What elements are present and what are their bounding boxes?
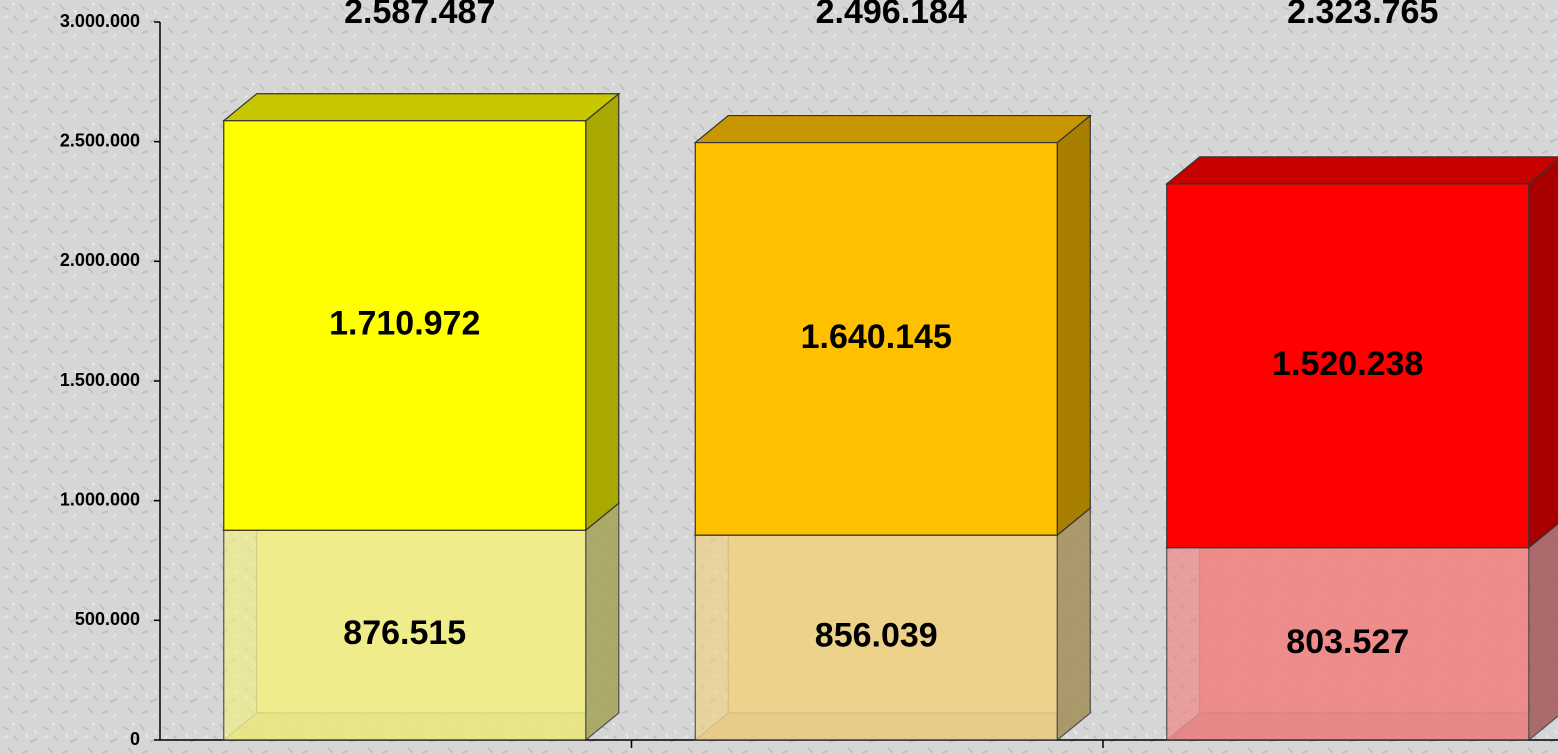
- segment-side: [585, 92, 620, 532]
- segment-front: [1166, 547, 1530, 741]
- segment-front: [223, 120, 587, 531]
- segment-front: [694, 534, 1058, 741]
- y-tick-label: 1.500.000: [60, 370, 140, 390]
- data-label: 856.039: [815, 617, 938, 655]
- y-tick-label: 2.500.000: [60, 130, 140, 150]
- data-label: 1.520.238: [1272, 345, 1423, 383]
- segment-front: [1166, 183, 1530, 549]
- segment-side: [585, 501, 620, 742]
- segment-top: [222, 93, 621, 122]
- y-tick-label: 3.000.000: [60, 11, 140, 31]
- segment-side: [1056, 114, 1091, 537]
- bar-segment: [222, 92, 621, 532]
- segment-front: [694, 141, 1058, 536]
- segment-front: [223, 529, 587, 741]
- y-tick-label: 0: [130, 729, 140, 749]
- segment-top: [693, 114, 1092, 144]
- segment-side: [1528, 159, 1558, 549]
- total-label: 2.323.765: [1287, 0, 1438, 31]
- bar-segment: [693, 114, 1092, 537]
- bar-segment: [1165, 520, 1558, 742]
- y-tick-label: 2.000.000: [60, 250, 140, 270]
- total-label: 2.587.487: [344, 0, 495, 31]
- y-tick-label: 1.000.000: [60, 489, 140, 509]
- total-label: 2.496.184: [816, 0, 967, 31]
- data-label: 876.515: [343, 614, 466, 652]
- segment-side: [1056, 506, 1091, 742]
- segment-side: [1528, 522, 1558, 742]
- segment-top: [1165, 156, 1558, 185]
- data-label: 1.640.145: [801, 318, 952, 356]
- data-label: 1.710.972: [329, 304, 480, 342]
- data-label: 803.527: [1286, 623, 1409, 661]
- y-tick-label: 500.000: [75, 609, 140, 629]
- bar-segment: [1165, 156, 1558, 549]
